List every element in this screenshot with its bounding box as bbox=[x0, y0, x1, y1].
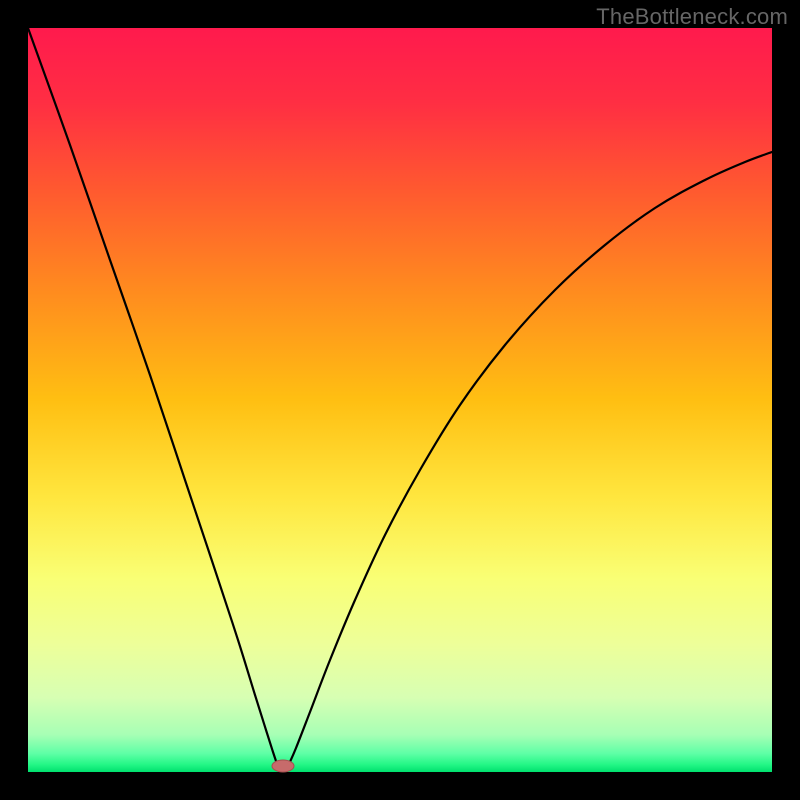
chart-svg bbox=[0, 0, 800, 800]
chart-wrapper: TheBottleneck.com bbox=[0, 0, 800, 800]
plot-area bbox=[28, 28, 772, 772]
bottom-marker bbox=[272, 760, 294, 772]
